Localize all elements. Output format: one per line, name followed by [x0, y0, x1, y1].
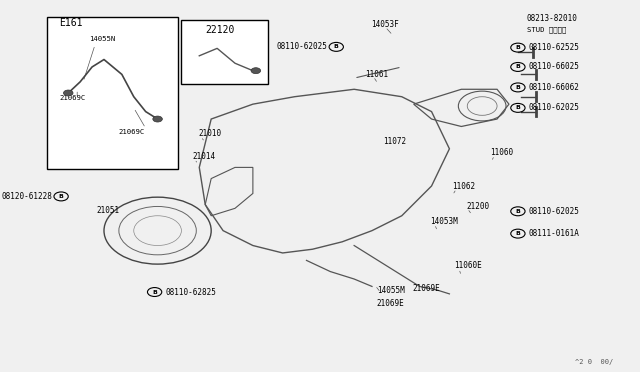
Text: STUD スタッド: STUD スタッド [527, 26, 566, 33]
Text: 11060: 11060 [490, 148, 513, 157]
Text: 21069C: 21069C [60, 96, 86, 102]
Text: 08120-61228: 08120-61228 [1, 192, 52, 201]
Text: B: B [334, 44, 339, 49]
Text: 08110-62025: 08110-62025 [529, 207, 579, 216]
Text: 21069E: 21069E [413, 284, 440, 293]
Text: B: B [59, 194, 63, 199]
Text: 21014: 21014 [192, 152, 215, 161]
Text: 08110-62825: 08110-62825 [165, 288, 216, 296]
Text: 08110-66025: 08110-66025 [529, 62, 579, 71]
Text: B: B [152, 289, 157, 295]
Text: B: B [515, 209, 520, 214]
Text: 21200: 21200 [466, 202, 489, 211]
Text: B: B [515, 64, 520, 70]
Text: 11061: 11061 [365, 70, 388, 79]
Text: 08213-82010: 08213-82010 [527, 14, 578, 23]
Text: 08110-62025: 08110-62025 [276, 42, 327, 51]
Text: 22120: 22120 [205, 25, 235, 35]
Text: B: B [515, 231, 520, 236]
Text: 08111-0161A: 08111-0161A [529, 229, 579, 238]
Text: 08110-62525: 08110-62525 [529, 43, 579, 52]
Text: B: B [515, 45, 520, 50]
Text: ^2 0  00/: ^2 0 00/ [575, 359, 613, 365]
Text: 21069E: 21069E [377, 299, 404, 308]
Text: 14055N: 14055N [89, 36, 115, 42]
Text: 11072: 11072 [383, 137, 406, 146]
Text: 21051: 21051 [97, 206, 120, 215]
FancyBboxPatch shape [47, 17, 179, 169]
Text: 11062: 11062 [452, 182, 476, 190]
FancyBboxPatch shape [181, 20, 268, 84]
Text: 21069C: 21069C [119, 129, 145, 135]
Text: 08110-62025: 08110-62025 [529, 103, 579, 112]
Text: B: B [515, 85, 520, 90]
Circle shape [251, 68, 260, 74]
Circle shape [153, 116, 163, 122]
Text: 14055M: 14055M [377, 286, 404, 295]
Text: 11060E: 11060E [454, 262, 482, 270]
Text: 14053M: 14053M [430, 217, 458, 226]
Text: 08110-66062: 08110-66062 [529, 83, 579, 92]
Circle shape [63, 90, 73, 96]
Text: 14053F: 14053F [371, 20, 399, 29]
Text: B: B [515, 105, 520, 110]
Text: 21010: 21010 [198, 129, 221, 138]
Text: E161: E161 [60, 18, 83, 28]
